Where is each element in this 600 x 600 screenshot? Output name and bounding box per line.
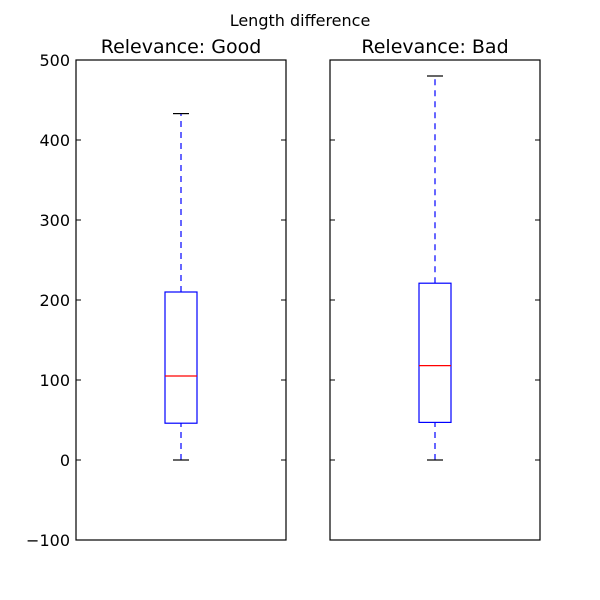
axes-frame — [329, 59, 541, 541]
axes-frame — [75, 59, 287, 541]
figure-title: Length difference — [230, 11, 371, 30]
y-tick-label: 200 — [39, 291, 70, 310]
y-tick-label: 500 — [39, 51, 70, 70]
iqr-box — [164, 291, 198, 424]
y-tick-label: 400 — [39, 131, 70, 150]
y-tick-label: 0 — [60, 451, 70, 470]
panel-relevance-bad: Relevance: Bad — [329, 36, 541, 541]
y-tick-label: 300 — [39, 211, 70, 230]
y-tick-label: 100 — [39, 371, 70, 390]
panel-relevance-good: Relevance: Good −100 0 100 200 300 400 500 — [26, 36, 287, 550]
subplot-title: Relevance: Bad — [361, 36, 508, 58]
iqr-box — [418, 282, 452, 424]
y-tick-label: −100 — [26, 531, 70, 550]
subplot-title: Relevance: Good — [101, 36, 262, 58]
